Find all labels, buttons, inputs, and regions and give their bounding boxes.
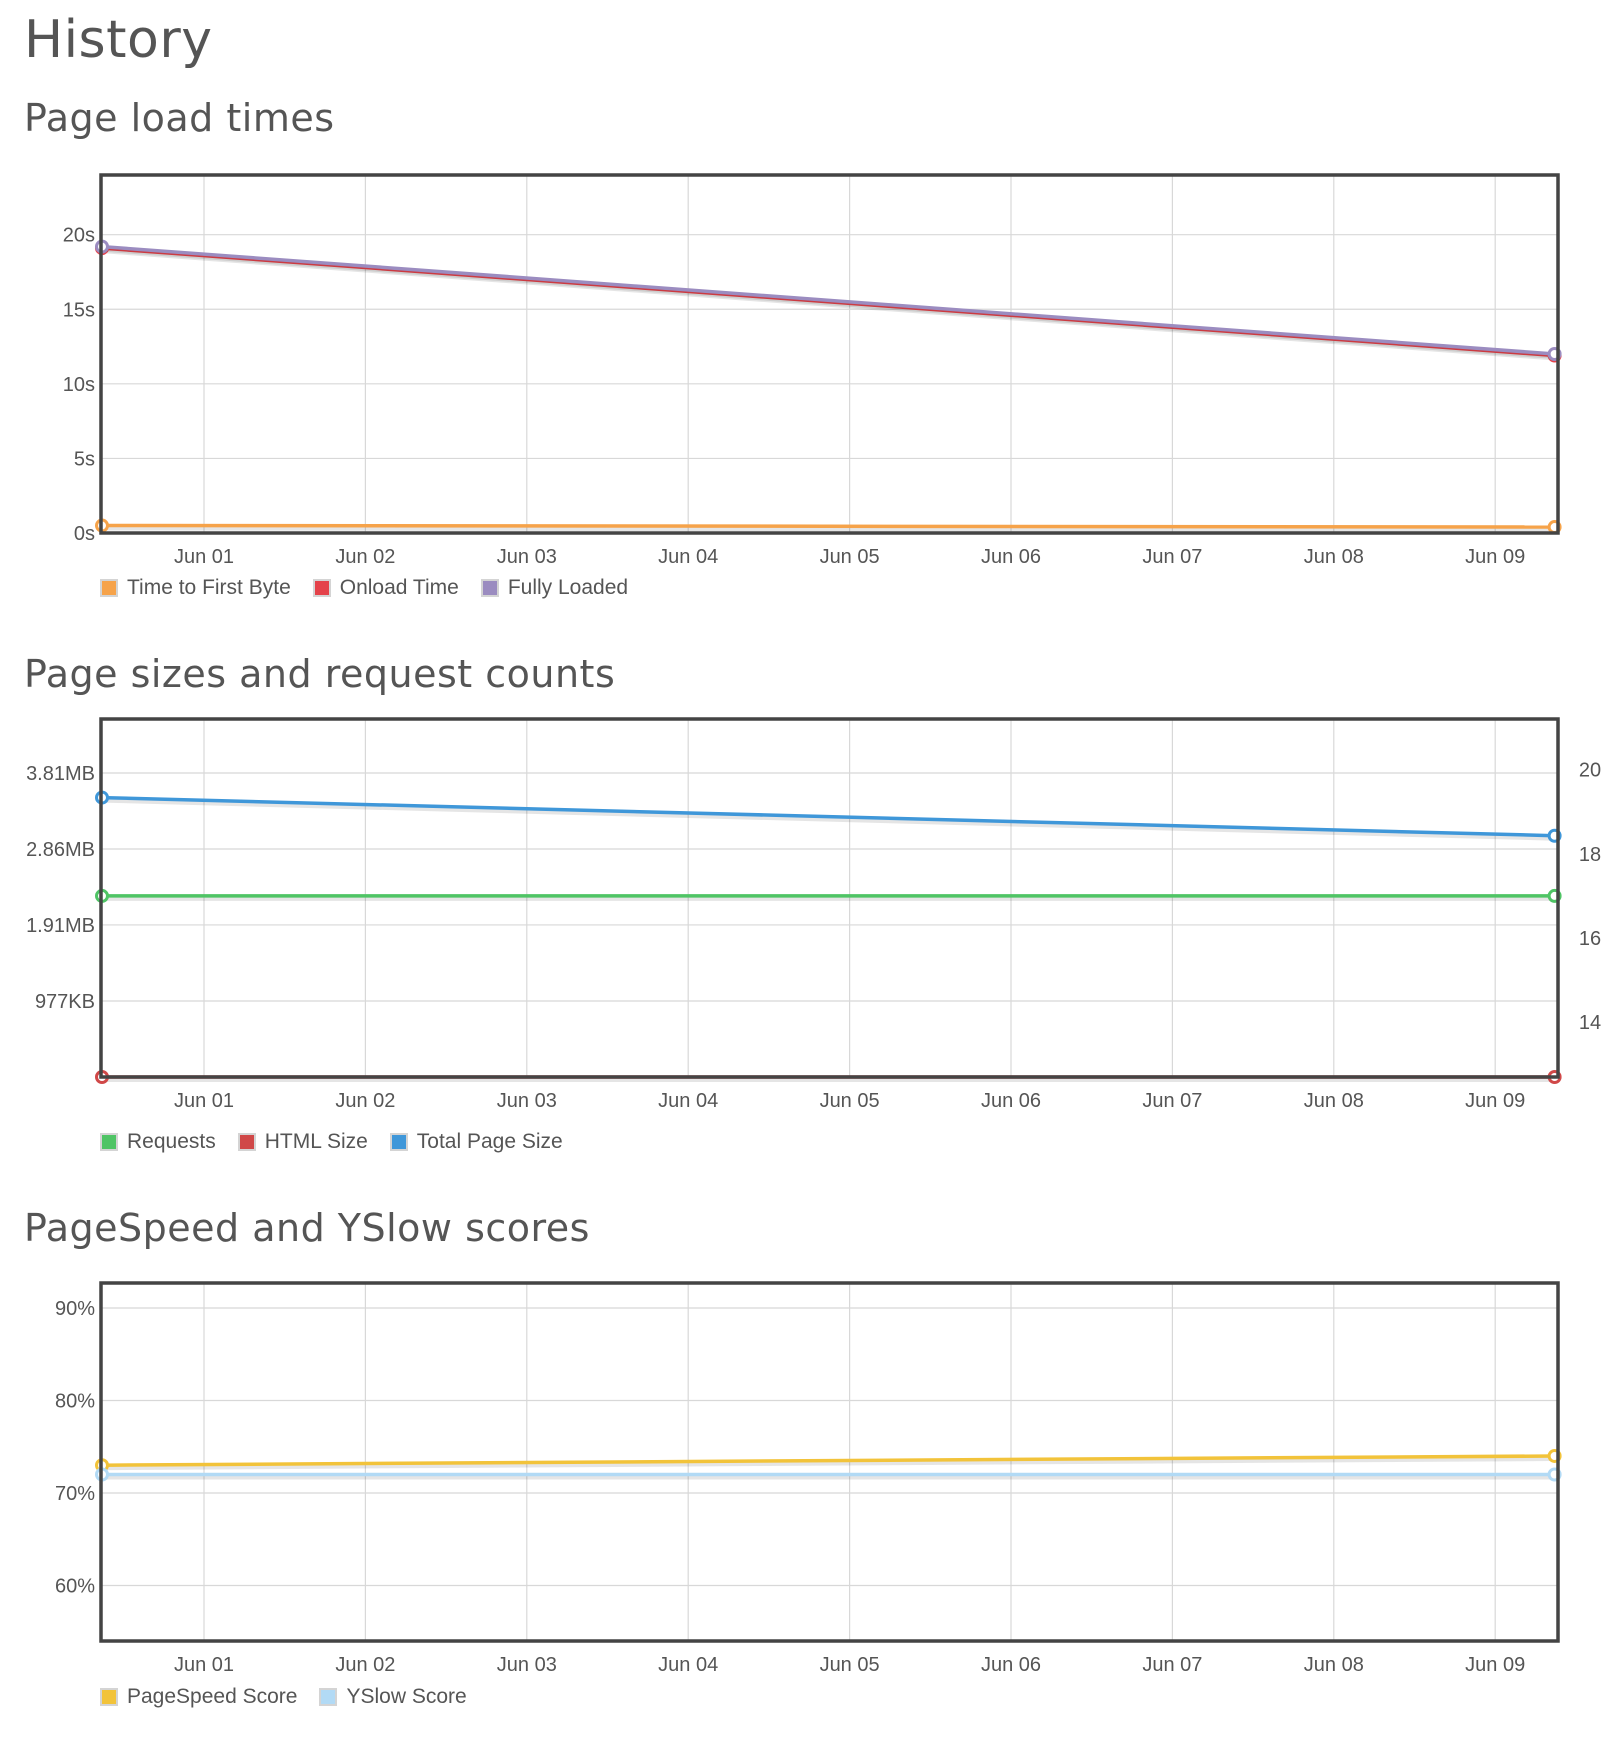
x-tick-label: Jun 07 <box>1142 1654 1202 1676</box>
legend-item-fully-loaded[interactable]: Fully Loaded <box>480 576 629 600</box>
legend-item-yslow-score[interactable]: YSlow Score <box>319 1685 467 1709</box>
y-tick-label: 0s <box>74 523 95 545</box>
series-line-pagespeed-score <box>101 1454 1555 1467</box>
series-line-time-to-first-byte <box>101 523 1555 529</box>
legend-swatch <box>100 579 118 597</box>
plot-frame <box>99 173 1560 535</box>
x-tick-label: Jun 08 <box>1304 546 1364 568</box>
x-tick-label: Jun 08 <box>1304 1654 1364 1676</box>
x-tick-label: Jun 04 <box>658 1654 718 1676</box>
legend-item-time-to-first-byte[interactable]: Time to First Byte <box>100 576 291 600</box>
y-tick-label: 3.81MB <box>26 763 95 785</box>
x-tick-label: Jun 01 <box>174 546 234 568</box>
x-tick-label: Jun 05 <box>820 1090 880 1112</box>
y-tick-label: 977KB <box>35 991 95 1013</box>
plot-frame <box>99 717 1560 1079</box>
y-tick-label: 1.91MB <box>26 915 95 937</box>
y-tick-label: 70% <box>55 1483 95 1505</box>
legend-swatch <box>389 1133 408 1151</box>
series-shadow <box>101 247 1555 361</box>
y-right-tick-label: 20 <box>1579 760 1601 782</box>
section-title-scores: PageSpeed and YSlow scores <box>24 1206 590 1250</box>
y-tick-label: 80% <box>55 1390 95 1412</box>
series-line-total-page-size <box>101 795 1555 838</box>
chart-2-plot: Jun 01 Jun 02 Jun 03 Jun 04 Jun 05 Jun 06 Jun … <box>55 1281 1562 1676</box>
x-tick-label: Jun 03 <box>497 1090 557 1112</box>
series-shadow <box>101 796 1555 841</box>
legend-item-onload-time[interactable]: Onload Time <box>312 576 459 600</box>
legend-swatch <box>100 1133 118 1151</box>
y-right-tick-label: 16 <box>1579 928 1601 950</box>
y-tick-label: 5s <box>74 448 95 470</box>
legend-swatch <box>480 579 499 597</box>
series-shadow <box>101 245 1555 359</box>
y-tick-label: 2.86MB <box>26 839 95 861</box>
series-shadow <box>101 1455 1555 1471</box>
section-title-load-times: Page load times <box>24 96 335 140</box>
legend-item-requests[interactable]: Requests <box>100 1130 216 1154</box>
legend-label: HTML Size <box>264 1130 368 1153</box>
x-tick-label: Jun 03 <box>497 1654 557 1676</box>
x-tick-label: Jun 09 <box>1465 1654 1525 1676</box>
plot-frame <box>99 1281 1560 1643</box>
x-tick-label: Jun 02 <box>335 546 395 568</box>
x-tick-label: Jun 01 <box>174 1090 234 1112</box>
legend-label: Onload Time <box>339 576 459 599</box>
series-shadow <box>101 524 1555 532</box>
y-tick-label: 20s <box>63 225 95 247</box>
y-tick-label: 15s <box>63 299 95 321</box>
y-tick-label: 90% <box>55 1298 95 1320</box>
x-tick-label: Jun 02 <box>335 1654 395 1676</box>
x-tick-label: Jun 06 <box>981 1090 1041 1112</box>
x-tick-label: Jun 05 <box>820 546 880 568</box>
legend-label: YSlow Score <box>346 1685 467 1708</box>
x-tick-label: Jun 03 <box>497 546 557 568</box>
legend-label: Time to First Byte <box>127 576 291 599</box>
x-tick-label: Jun 07 <box>1142 1090 1202 1112</box>
chart-0-plot: Jun 01 Jun 02 Jun 03 Jun 04 Jun 05 Jun 06 Jun … <box>63 173 1562 568</box>
legend-item-pagespeed-score[interactable]: PageSpeed Score <box>100 1685 297 1709</box>
scores-chart: Jun 01 Jun 02 Jun 03 Jun 04 Jun 05 Jun 06 Jun … <box>55 1281 1562 1676</box>
x-tick-label: Jun 04 <box>658 1090 718 1112</box>
sizes-legend: Requests HTML Size Total Page Size <box>100 1130 563 1154</box>
x-tick-label: Jun 05 <box>820 1654 880 1676</box>
page-load-times-chart: Jun 01 Jun 02 Jun 03 Jun 04 Jun 05 Jun 06 Jun … <box>63 173 1562 568</box>
x-tick-label: Jun 04 <box>658 546 718 568</box>
legend-label: Total Page Size <box>416 1130 563 1153</box>
load-times-legend: Time to First Byte Onload Time Fully Loade… <box>100 576 628 600</box>
chart-1-plot: Jun 01 Jun 02 Jun 03 Jun 04 Jun 05 Jun 06 Jun … <box>26 717 1601 1112</box>
page-title: History <box>24 10 213 70</box>
legend-swatch <box>312 579 331 597</box>
y-tick-label: 60% <box>55 1575 95 1597</box>
legend-label: Requests <box>127 1130 216 1153</box>
legend-item-total-page-size[interactable]: Total Page Size <box>389 1130 563 1154</box>
y-right-tick-label: 14 <box>1579 1012 1601 1034</box>
legend-item-html-size[interactable]: HTML Size <box>237 1130 368 1154</box>
x-tick-label: Jun 02 <box>335 1090 395 1112</box>
series-line-fully-loaded <box>101 244 1555 356</box>
x-tick-label: Jun 06 <box>981 546 1041 568</box>
legend-swatch <box>319 1688 338 1706</box>
x-tick-label: Jun 07 <box>1142 546 1202 568</box>
x-tick-label: Jun 01 <box>174 1654 234 1676</box>
x-tick-label: Jun 09 <box>1465 1090 1525 1112</box>
x-tick-label: Jun 08 <box>1304 1090 1364 1112</box>
scores-legend: PageSpeed Score YSlow Score <box>100 1685 467 1709</box>
x-tick-label: Jun 06 <box>981 1654 1041 1676</box>
section-title-sizes: Page sizes and request counts <box>24 652 616 696</box>
legend-label: Fully Loaded <box>507 576 629 599</box>
legend-swatch <box>100 1688 118 1706</box>
y-right-tick-label: 18 <box>1579 844 1601 866</box>
legend-label: PageSpeed Score <box>127 1685 298 1708</box>
y-tick-label: 10s <box>63 374 95 396</box>
page-sizes-chart: Jun 01 Jun 02 Jun 03 Jun 04 Jun 05 Jun 06 Jun … <box>26 717 1601 1112</box>
x-tick-label: Jun 09 <box>1465 546 1525 568</box>
legend-swatch <box>237 1133 256 1151</box>
